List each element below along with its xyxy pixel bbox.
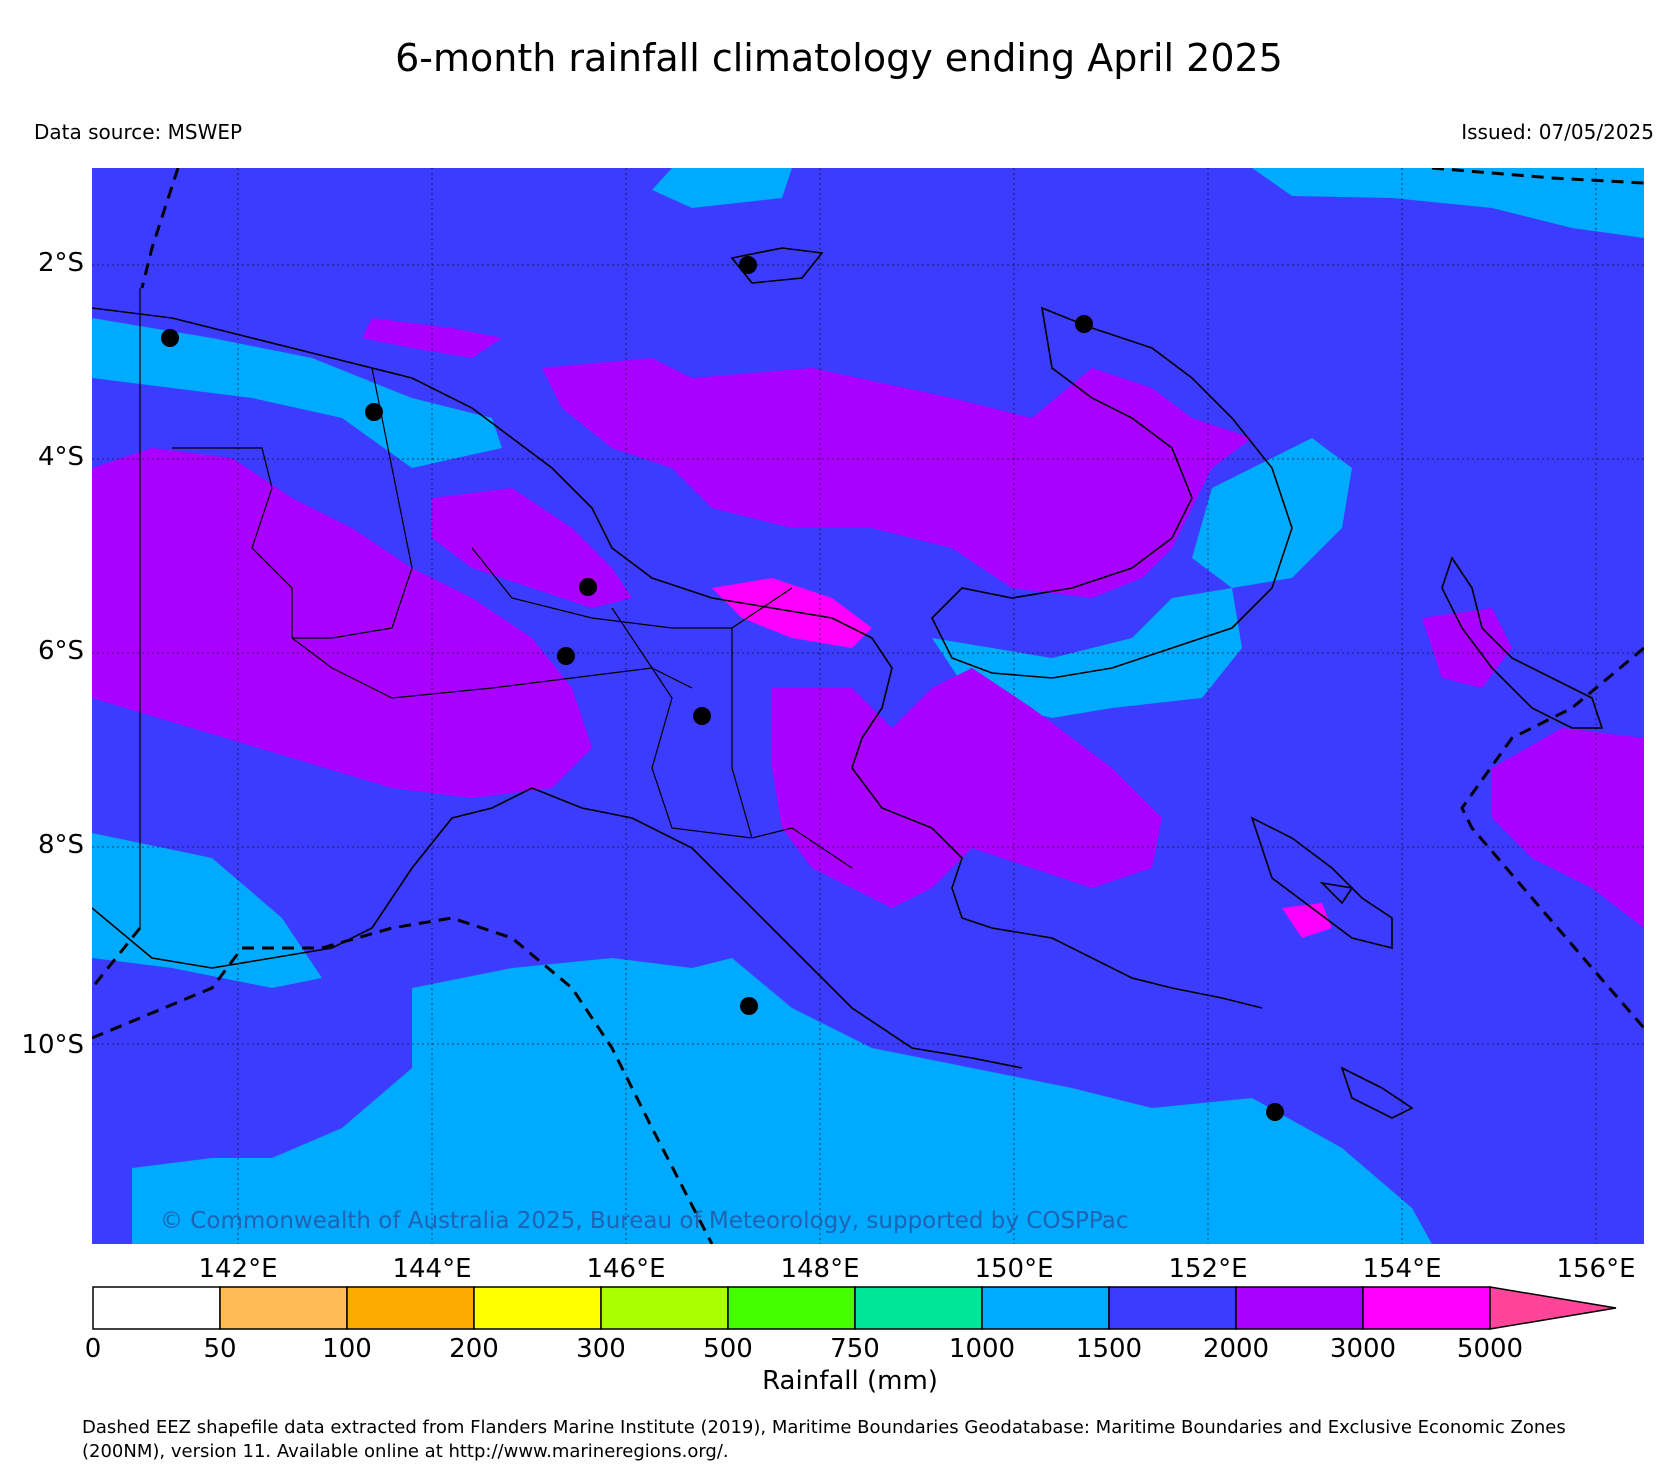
lat-label-2s: 2°S [37, 248, 84, 278]
station-dot [1075, 315, 1093, 333]
colorbar-tick: 2000 [1202, 1334, 1270, 1364]
chart-title: 6-month rainfall climatology ending Apri… [395, 36, 1283, 80]
colorbar-cell [219, 1286, 348, 1330]
rainfall-map-svg [92, 168, 1644, 1244]
zone-1000-1500-northeast [1252, 168, 1644, 238]
lon-label-146e: 146°E [586, 1254, 666, 1284]
colorbar-cell [727, 1286, 856, 1330]
zone-1000-1500-north [652, 168, 792, 208]
colorbar-tick: 5000 [1456, 1334, 1524, 1364]
zone-2000-3000-north [542, 358, 1252, 598]
colorbar-tick: 50 [203, 1334, 237, 1364]
issued-date-label: Issued: 07/05/2025 [1461, 120, 1654, 144]
lon-label-150e: 150°E [974, 1254, 1054, 1284]
station-dot [161, 329, 179, 347]
lon-label-154e: 154°E [1362, 1254, 1442, 1284]
zone-2000-3000-western [92, 448, 592, 798]
zone-1000-1500-new-ireland [1192, 438, 1352, 588]
colorbar-cell [1362, 1286, 1491, 1330]
colorbar-tick: 1500 [1075, 1334, 1143, 1364]
footer-line-2: (200NM), version 11. Available online at… [82, 1441, 729, 1462]
station-dot [739, 256, 757, 274]
colorbar-cell [1108, 1286, 1237, 1330]
colorbar-title: Rainfall (mm) [762, 1366, 938, 1396]
station-dot [365, 403, 383, 421]
lon-label-148e: 148°E [780, 1254, 860, 1284]
lat-label-6s: 6°S [37, 636, 84, 666]
lon-label-156e: 156°E [1556, 1254, 1636, 1284]
colorbar-tick: 500 [703, 1334, 753, 1364]
colorbar-cell [473, 1286, 602, 1330]
lon-label-144e: 144°E [392, 1254, 472, 1284]
zone-3000-5000-islands [1282, 903, 1332, 938]
eez-boundaries [92, 168, 1644, 1244]
graticule [92, 168, 1644, 1244]
footer-line-1: Dashed EEZ shapefile data extracted from… [82, 1417, 1566, 1438]
station-dot [740, 997, 758, 1015]
colorbar-tick: 100 [322, 1334, 372, 1364]
colorbar-tick: 1000 [948, 1334, 1016, 1364]
colorbar-cells [92, 1286, 1617, 1330]
colorbar-cell [854, 1286, 983, 1330]
station-dot [1266, 1103, 1284, 1121]
colorbar-tick: 750 [830, 1334, 880, 1364]
lat-label-10s: 10°S [21, 1030, 84, 1060]
station-dot [693, 707, 711, 725]
lon-label-142e: 142°E [198, 1254, 278, 1284]
zone-1000-1500-northcoast [92, 318, 502, 468]
station-dot [579, 578, 597, 596]
borders [139, 288, 853, 928]
colorbar-tick: 200 [449, 1334, 499, 1364]
rainfall-map [92, 168, 1644, 1244]
colorbar-tick: 0 [84, 1334, 102, 1364]
zone-2000-3000-bougainville [1422, 608, 1512, 688]
colorbar-cell [346, 1286, 475, 1330]
station-dot [557, 647, 575, 665]
stations [161, 256, 1284, 1121]
zone-2000-3000-solomon-sea [1492, 728, 1644, 928]
zone-3000-5000-morobe [712, 578, 872, 648]
colorbar-cell [1489, 1286, 1617, 1330]
footer-note: Dashed EEZ shapefile data extracted from… [82, 1416, 1672, 1464]
lat-label-4s: 4°S [37, 442, 84, 472]
colorbar-cell [1235, 1286, 1364, 1330]
colorbar-cell [600, 1286, 729, 1330]
copyright-watermark: © Commonwealth of Australia 2025, Bureau… [160, 1208, 1129, 1234]
colorbar-tick: 3000 [1329, 1334, 1397, 1364]
colorbar [92, 1286, 1617, 1330]
zone-1000-1500-coral-sea [132, 958, 1432, 1244]
colorbar-cell [981, 1286, 1110, 1330]
lat-label-8s: 8°S [37, 830, 84, 860]
colorbar-cell [92, 1286, 221, 1330]
zone-2000-3000-highlands [432, 488, 632, 608]
coastlines [92, 247, 1604, 1119]
colorbar-tick: 300 [576, 1334, 626, 1364]
lon-label-152e: 152°E [1168, 1254, 1248, 1284]
data-source-label: Data source: MSWEP [34, 120, 243, 144]
